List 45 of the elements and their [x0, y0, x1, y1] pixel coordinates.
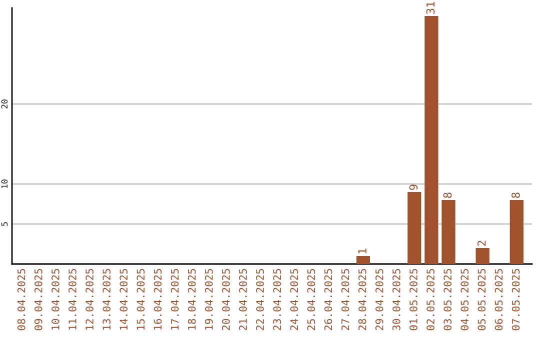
x-tick-label: 02.05.2025 [426, 269, 434, 330]
x-tick-label: 06.05.2025 [494, 269, 503, 330]
data-label: 1 [358, 248, 366, 254]
x-tick-label: 19.04.2025 [204, 269, 213, 330]
bar [510, 200, 524, 264]
y-tick-label: 10 [1, 180, 8, 188]
x-tick-label: 05.05.2025 [478, 269, 486, 330]
x-tick-label: 25.04.2025 [307, 269, 316, 330]
x-tick-label: 20.04.2025 [222, 269, 230, 330]
x-tick-label: 22.04.2025 [256, 269, 264, 330]
x-tick-label: 01.05.2025 [410, 269, 418, 330]
x-tick-label: 28.04.2025 [358, 269, 366, 330]
bar [356, 256, 370, 264]
x-tick-label: 12.04.2025 [86, 269, 94, 330]
x-tick-label: 15.04.2025 [136, 269, 145, 330]
bar [442, 200, 456, 264]
data-label: 8 [443, 192, 452, 198]
x-tick-label: 13.04.2025 [102, 269, 111, 330]
x-tick-label: 03.05.2025 [444, 269, 452, 330]
x-tick-label: 07.05.2025 [512, 269, 520, 330]
x-tick-label: 04.05.2025 [460, 269, 469, 330]
x-tick-label: 14.04.2025 [120, 269, 128, 330]
x-tick-label: 11.04.2025 [68, 269, 76, 330]
x-tick-label: 29.04.2025 [375, 269, 384, 330]
x-tick-label: 23.04.2025 [273, 269, 282, 330]
bar [424, 16, 438, 264]
x-tick-label: 18.04.2025 [188, 269, 196, 330]
x-tick-label: 24.04.2025 [290, 269, 298, 330]
x-tick-label: 21.04.2025 [239, 269, 247, 330]
data-label: 2 [477, 240, 486, 246]
x-tick-label: 26.04.2025 [324, 269, 332, 330]
x-tick-label: 30.04.2025 [392, 269, 400, 330]
x-tick-label: 10.04.2025 [52, 269, 60, 330]
y-tick-label: 20 [1, 100, 8, 108]
data-label: 8 [512, 192, 520, 198]
bar [476, 248, 490, 264]
bar [408, 192, 422, 264]
x-tick-label: 17.04.2025 [170, 269, 179, 330]
x-tick-label: 09.04.2025 [34, 269, 42, 330]
x-tick-label: 27.04.2025 [341, 269, 350, 330]
x-tick-label: 16.04.2025 [154, 269, 162, 330]
data-label: 31 [426, 2, 435, 14]
x-tick-label: 08.04.2025 [17, 269, 26, 330]
data-label: 9 [409, 184, 418, 190]
y-tick-label: 5 [1, 222, 8, 226]
